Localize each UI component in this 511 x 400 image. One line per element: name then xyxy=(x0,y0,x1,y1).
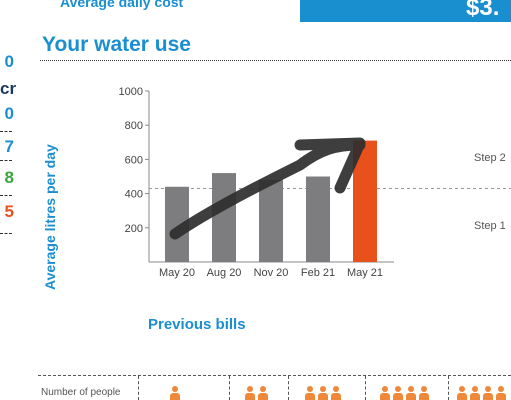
person-icon xyxy=(457,386,467,400)
side-rule-2 xyxy=(0,160,12,161)
person-icon xyxy=(380,386,390,400)
x-tick-label: May 20 xyxy=(159,267,195,279)
y-tick-label: 200 xyxy=(125,223,143,235)
side-rule-4 xyxy=(0,233,12,234)
y-tick-label: 800 xyxy=(125,120,143,132)
people-column-divider xyxy=(138,376,139,400)
section-title-rule xyxy=(40,60,511,61)
person-icon xyxy=(393,386,403,400)
person-icon xyxy=(258,386,268,400)
person-icon xyxy=(318,386,328,400)
y-tick-label: 600 xyxy=(125,154,143,166)
step-label: Step 2 xyxy=(474,152,506,164)
average-daily-cost-label: Average daily cost xyxy=(60,0,184,10)
person-icon xyxy=(170,386,180,400)
person-icon xyxy=(406,386,416,400)
side-value-3: 0 xyxy=(4,104,14,123)
person-icon xyxy=(419,386,429,400)
people-column-divider xyxy=(365,376,366,400)
side-value-1: 0 xyxy=(4,52,14,71)
x-tick-label: May 21 xyxy=(347,267,383,279)
step-label: Step 1 xyxy=(474,220,506,232)
person-icon xyxy=(483,386,493,400)
person-icon xyxy=(305,386,315,400)
footer-rule xyxy=(38,375,511,376)
y-tick-label: 1000 xyxy=(119,86,143,98)
side-value-2: cr xyxy=(0,79,17,98)
person-icon xyxy=(331,386,341,400)
side-value-4: 7 xyxy=(4,137,14,156)
previous-bills-heading: Previous bills xyxy=(148,316,246,333)
people-column-divider xyxy=(448,376,449,400)
average-daily-cost-box xyxy=(300,0,511,22)
hand-drawn-arrow-annotation xyxy=(169,137,366,240)
bar-aug-20 xyxy=(212,173,236,262)
side-rule-3 xyxy=(0,195,12,196)
person-icon xyxy=(470,386,480,400)
section-title: Your water use xyxy=(42,33,191,56)
bar-nov-20 xyxy=(259,179,283,262)
x-tick-label: Feb 21 xyxy=(301,267,335,279)
side-value-5: 8 xyxy=(4,168,14,187)
x-tick-label: Nov 20 xyxy=(254,267,289,279)
people-column-divider xyxy=(288,376,289,400)
people-column-divider xyxy=(229,376,230,400)
number-of-people-label: Number of people xyxy=(41,387,121,398)
bar-feb-21 xyxy=(306,176,330,262)
average-daily-cost-value: $3. xyxy=(466,0,500,21)
y-tick-label: 400 xyxy=(125,189,143,201)
side-value-6: 5 xyxy=(4,202,14,221)
person-icon xyxy=(496,386,506,400)
person-icon xyxy=(245,386,255,400)
side-rule-1 xyxy=(0,131,12,132)
x-tick-label: Aug 20 xyxy=(207,267,242,279)
